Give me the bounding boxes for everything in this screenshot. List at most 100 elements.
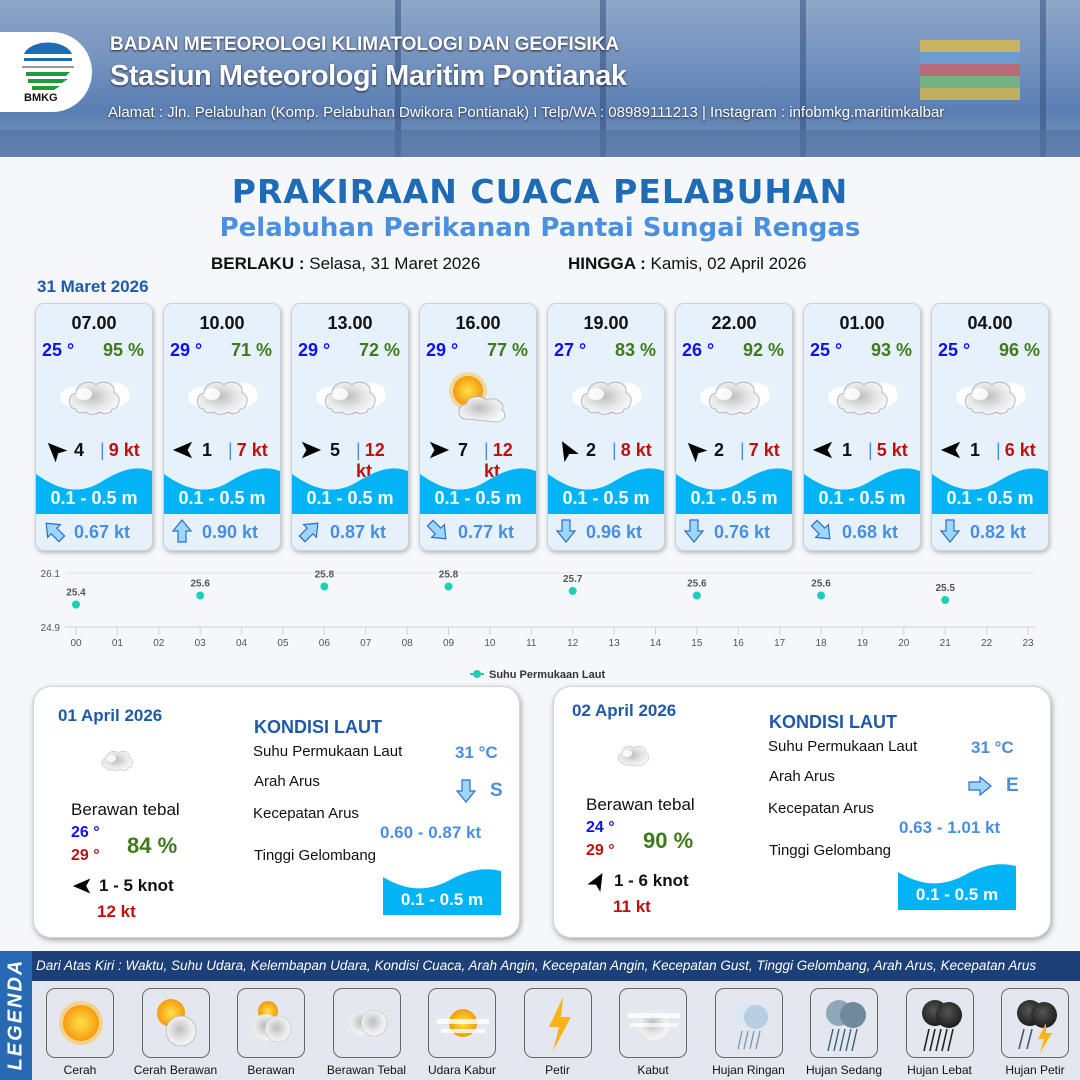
sea-temp-chart: 26.1 24.9 00 01 02 03 04 05 06 07 08 09 10 11 12 13 14 15… <box>41 569 1035 681</box>
wind-speed: 2 <box>714 440 725 460</box>
current-speed: 0.87 kt <box>330 522 387 542</box>
sun-cloud-icon <box>141 988 210 1058</box>
x-tick-label: 19 <box>857 638 869 649</box>
wave-height: 0.1 - 0.5 m <box>306 488 394 508</box>
forecast-time: 16.00 <box>455 313 501 333</box>
legend-item-label: Hujan Sedang <box>805 1063 883 1077</box>
sea-condition-title: KONDISI LAUT <box>254 717 382 737</box>
wave-icon <box>898 862 1016 910</box>
forecast-card: 22.00 26 ° 92 % 2 7 kt 0.1 - 0.5 m 0.76 … <box>675 303 793 551</box>
cloud-sun-icon <box>237 988 305 1058</box>
wind: 2 7 kt <box>682 437 788 463</box>
wave-icon <box>292 464 408 514</box>
legend-item-label: Petir <box>545 1063 570 1077</box>
sst-value: 31 °C <box>971 738 1014 757</box>
current-direction-icon <box>968 776 992 796</box>
wave-height: 0.1 - 0.5 m <box>818 488 906 508</box>
current-speed: 0.96 kt <box>586 522 643 542</box>
org-name: BADAN METEOROLOGI KLIMATOLOGI DAN GEOFIS… <box>110 34 620 55</box>
forecast-card: 10.00 29 ° 71 % 1 7 kt 0.1 - 0.5 m 0.90 … <box>163 303 281 551</box>
legend-item-label: Kabut <box>637 1063 669 1077</box>
cloud-icon <box>698 369 772 427</box>
wind: 7 12 kt <box>426 437 532 481</box>
x-tick-label: 08 <box>402 638 414 649</box>
x-tick-label: 17 <box>774 638 786 649</box>
data-label: 25.8 <box>439 570 459 581</box>
current-speed: 0.76 kt <box>714 522 771 542</box>
air-temperature: 25 ° <box>810 340 843 360</box>
air-temperature: 29 ° <box>298 340 331 360</box>
x-tick-label: 11 <box>526 638 537 649</box>
air-temperature: 25 ° <box>938 340 971 360</box>
bmkg-logo-icon <box>22 42 74 90</box>
valid-to-value: Kamis, 02 April 2026 <box>650 254 807 273</box>
x-tick-label: 13 <box>609 638 621 649</box>
cloud-icon <box>826 369 900 427</box>
current-direction-icon <box>807 516 837 546</box>
wave-icon <box>804 464 920 514</box>
x-tick-label: 23 <box>1022 638 1034 649</box>
wind: 1 7 kt <box>170 437 276 461</box>
moderate-rain-icon <box>810 988 878 1058</box>
data-label: 25.6 <box>687 579 707 590</box>
data-label: 25.5 <box>935 583 955 594</box>
daily-forecast-card: 02 April 2026 Berawan tebal 24 ° 29 ° 90… <box>553 686 1051 938</box>
fog-icon <box>619 988 687 1058</box>
sst-label: Suhu Permukaan Laut <box>768 738 918 755</box>
x-tick-label: 18 <box>815 638 827 649</box>
cloud-icon <box>186 369 260 427</box>
data-label: 25.6 <box>190 579 210 590</box>
forecast-time: 01.00 <box>839 313 885 333</box>
wind-speed: 4 <box>74 440 85 460</box>
data-point <box>320 582 329 591</box>
forecast-time: 19.00 <box>583 313 629 333</box>
wave-icon <box>36 464 152 514</box>
legend-item-label: Hujan Petir <box>1005 1063 1065 1077</box>
cloud-icon <box>96 739 152 788</box>
legend: Dari Atas Kiri : Waktu, Suhu Udara, Kele… <box>0 951 1080 1080</box>
forecast-card: 16.00 29 ° 77 % 7 12 kt 0.1 - 0.5 m 0.77… <box>419 303 537 551</box>
wind: 1 6 kt <box>938 437 1044 461</box>
wind: 4 9 kt <box>42 437 148 463</box>
wind-speed: 7 <box>458 440 469 460</box>
header-banner: BMKG BADAN METEOROLOGI KLIMATOLOGI DAN G… <box>0 0 1080 157</box>
gust-speed: 8 kt <box>612 440 652 461</box>
wave-icon <box>676 464 792 514</box>
forecast-time: 13.00 <box>327 313 373 333</box>
wind-direction-icon <box>587 869 610 892</box>
air-temperature: 29 ° <box>426 340 459 360</box>
forecast-time: 22.00 <box>711 313 757 333</box>
cloud-icon <box>58 369 132 427</box>
gust-speed: 7 kt <box>228 440 268 461</box>
wave-icon <box>383 867 501 915</box>
haze-icon <box>428 988 496 1058</box>
x-tick-label: 03 <box>195 638 207 649</box>
forecast-time: 10.00 <box>199 313 245 333</box>
x-tick-label: 00 <box>70 638 82 649</box>
gust-speed: 12 kt <box>97 902 136 921</box>
data-label: 25.6 <box>811 579 831 590</box>
wind: 2 8 kt <box>554 437 660 463</box>
legend-description: Dari Atas Kiri : Waktu, Suhu Udara, Kele… <box>36 958 1037 973</box>
data-label: 25.4 <box>66 588 86 599</box>
legend-item-label: Berawan <box>247 1063 295 1077</box>
current-direction-icon <box>684 519 704 543</box>
sun-icon <box>46 988 114 1058</box>
current-direction-icon <box>295 516 325 546</box>
current-direction-icon <box>172 519 192 543</box>
wind-direction-icon <box>554 437 579 463</box>
data-label: 25.7 <box>563 574 583 585</box>
x-tick-label: 01 <box>112 638 124 649</box>
y-tick-label: 24.9 <box>41 623 61 634</box>
legend-side: LEGENDA <box>0 951 32 1080</box>
wind: 5 12 kt <box>298 437 404 481</box>
cloud-icon <box>314 369 388 427</box>
x-tick-label: 05 <box>277 638 289 649</box>
valid-to-label: HINGGA : <box>568 254 646 273</box>
forecast-time: 07.00 <box>71 313 117 333</box>
wave-height: 0.1 - 0.5 m <box>690 488 778 508</box>
x-tick-label: 06 <box>319 638 331 649</box>
current-direction-icon <box>556 519 576 543</box>
legend-label: Suhu Permukaan Laut <box>489 669 605 681</box>
forecast-card: 01.00 25 ° 93 % 1 5 kt 0.1 - 0.5 m 0.68 … <box>803 303 921 551</box>
